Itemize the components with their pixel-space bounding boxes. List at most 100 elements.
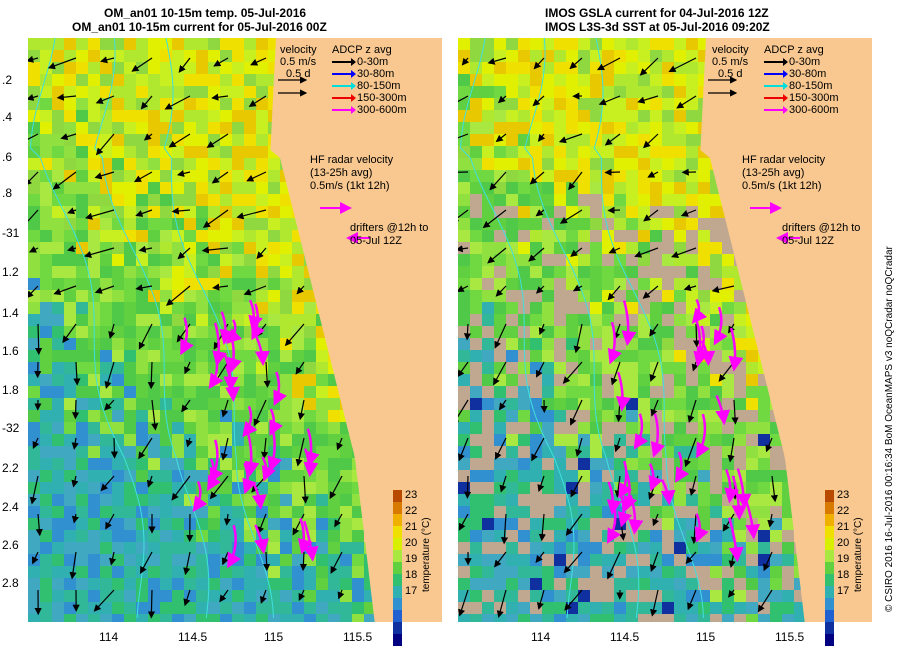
- sst-cell: [686, 470, 698, 482]
- sst-cell: [590, 38, 602, 50]
- right-map-panel[interactable]: [458, 38, 872, 622]
- sst-cell: [100, 134, 112, 146]
- sst-cell: [172, 158, 184, 170]
- sst-cell: [136, 50, 148, 62]
- sst-cell: [148, 170, 160, 182]
- sst-cell: [268, 278, 280, 290]
- sst-cell: [758, 386, 770, 398]
- sst-cell: [734, 434, 746, 446]
- sst-cell: [124, 602, 136, 614]
- sst-cell: [566, 554, 578, 566]
- sst-cell: [626, 230, 638, 242]
- temperature-colorbar-right: [825, 490, 834, 646]
- sst-cell: [554, 86, 566, 98]
- sst-cell: [196, 398, 208, 410]
- y-tick-label: 2.8: [2, 576, 19, 590]
- current-vector-arrow: [284, 323, 305, 347]
- sst-cell: [316, 506, 328, 518]
- sst-cell: [292, 422, 304, 434]
- sst-cell: [674, 290, 686, 302]
- sst-cell: [148, 542, 160, 554]
- sst-cell: [626, 482, 638, 494]
- current-vector-arrow: [608, 246, 621, 254]
- sst-cell: [124, 326, 136, 338]
- sst-cell: [40, 434, 52, 446]
- sst-cell: [64, 614, 76, 622]
- current-vector-arrow: [497, 95, 507, 104]
- sst-cell: [578, 38, 590, 50]
- sst-cell: [566, 422, 578, 434]
- sst-cell: [124, 146, 136, 158]
- sst-cell: [52, 446, 64, 458]
- sst-cell: [172, 386, 184, 398]
- sst-cell: [64, 458, 76, 470]
- sst-cell: [530, 542, 542, 554]
- sst-cell: [470, 494, 482, 506]
- sst-cell: [542, 578, 554, 590]
- sst-cell: [52, 422, 64, 434]
- sst-cell: [650, 494, 662, 506]
- sst-cell: [160, 578, 172, 590]
- sst-cell: [52, 386, 64, 398]
- sst-cell: [662, 242, 674, 254]
- sst-cell: [602, 110, 614, 122]
- sst-cell: [482, 158, 494, 170]
- current-vector-arrow: [260, 589, 267, 604]
- sst-cell: [196, 410, 208, 422]
- sst-cell: [28, 386, 40, 398]
- sst-cell: [542, 494, 554, 506]
- sst-cell: [244, 590, 256, 602]
- sst-cell: [280, 542, 292, 554]
- sst-cell: [518, 290, 530, 302]
- sst-cell: [112, 170, 124, 182]
- sst-cell: [554, 194, 566, 206]
- sst-cell: [76, 266, 88, 278]
- sst-cell: [710, 482, 722, 494]
- sst-cell: [554, 362, 566, 374]
- sst-cell: [220, 278, 232, 290]
- colorbar-swatch: [825, 502, 834, 514]
- sst-cell: [100, 242, 112, 254]
- sst-cell: [280, 398, 292, 410]
- sst-cell: [76, 602, 88, 614]
- sst-cell: [650, 554, 662, 566]
- current-vector-arrow: [536, 361, 545, 378]
- sst-cell: [124, 170, 136, 182]
- sst-cell: [40, 482, 52, 494]
- sst-cell: [328, 410, 340, 422]
- sst-cell: [506, 206, 518, 218]
- sst-cell: [340, 614, 352, 622]
- velocity-scale-label: velocity 0.5 m/s 0.5 d: [280, 44, 317, 80]
- current-vector-arrow: [680, 209, 697, 217]
- sst-cell: [518, 434, 530, 446]
- sst-cell: [782, 602, 794, 614]
- sst-cell: [244, 86, 256, 98]
- current-vector-arrow: [494, 551, 507, 568]
- sst-cell: [686, 494, 698, 506]
- sst-cell: [112, 242, 124, 254]
- sst-cell: [662, 254, 674, 266]
- sst-cell: [256, 38, 268, 50]
- sst-cell: [28, 446, 40, 458]
- current-vector-arrow: [649, 361, 659, 382]
- sst-cell: [614, 314, 626, 326]
- sst-cell: [100, 230, 112, 242]
- left-map-panel[interactable]: [28, 38, 442, 622]
- sst-cell: [112, 206, 124, 218]
- sst-cell: [758, 578, 770, 590]
- sst-cell: [506, 266, 518, 278]
- sst-cell: [280, 614, 292, 622]
- sst-cell: [124, 446, 136, 458]
- sst-cell: [76, 74, 88, 86]
- sst-cell: [208, 206, 220, 218]
- sst-cell: [710, 614, 722, 622]
- sst-cell: [638, 122, 650, 134]
- sst-cell: [578, 158, 590, 170]
- sst-cell: [566, 194, 578, 206]
- sst-cell: [602, 74, 614, 86]
- sst-cell: [52, 590, 64, 602]
- sst-cell: [196, 38, 208, 50]
- sst-cell: [530, 122, 542, 134]
- sst-cell: [52, 266, 64, 278]
- sst-cell: [76, 302, 88, 314]
